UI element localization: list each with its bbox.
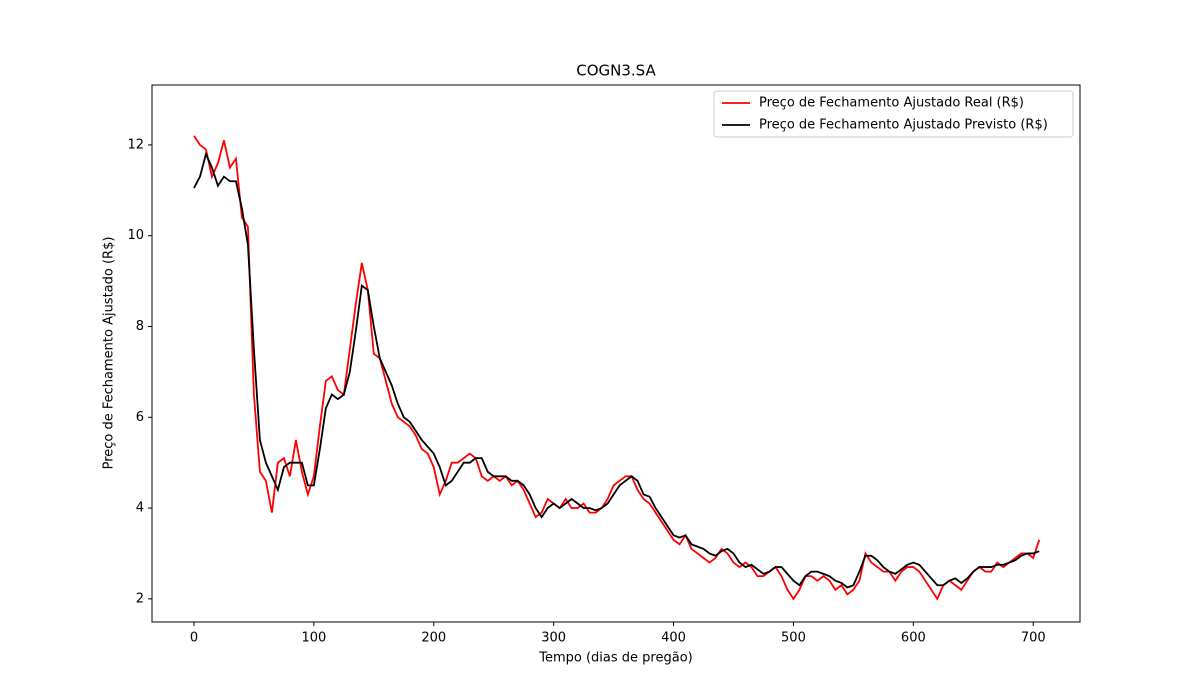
x-tick-label: 400 bbox=[661, 631, 686, 646]
y-tick-label: 6 bbox=[136, 410, 144, 425]
chart-title: COGN3.SA bbox=[576, 62, 656, 80]
x-tick-label: 0 bbox=[190, 631, 198, 646]
x-tick-label: 700 bbox=[1021, 631, 1046, 646]
y-tick-label: 2 bbox=[136, 591, 144, 606]
y-axis-label: Preço de Fechamento Ajustado (R$) bbox=[102, 237, 117, 470]
y-tick-label: 4 bbox=[136, 501, 144, 516]
y-tick-label: 10 bbox=[127, 228, 144, 243]
legend: Preço de Fechamento Ajustado Real (R$) Pr… bbox=[713, 90, 1074, 138]
y-tick-label: 8 bbox=[136, 319, 144, 334]
legend-box bbox=[713, 90, 1074, 138]
x-tick-label: 200 bbox=[421, 631, 446, 646]
y-tick-label: 12 bbox=[127, 137, 144, 152]
legend-label: Preço de Fechamento Ajustado Previsto (R… bbox=[759, 118, 1048, 133]
legend-label: Preço de Fechamento Ajustado Real (R$) bbox=[759, 96, 1024, 111]
x-tick-label: 300 bbox=[541, 631, 566, 646]
data-line bbox=[193, 135, 1041, 601]
x-tick-label: 600 bbox=[901, 631, 926, 646]
x-axis-label: Tempo (dias de pregão) bbox=[538, 651, 692, 666]
plot-frame bbox=[151, 84, 1081, 623]
data-line bbox=[193, 151, 1040, 589]
x-tick-label: 500 bbox=[781, 631, 806, 646]
x-tick-label: 100 bbox=[301, 631, 326, 646]
